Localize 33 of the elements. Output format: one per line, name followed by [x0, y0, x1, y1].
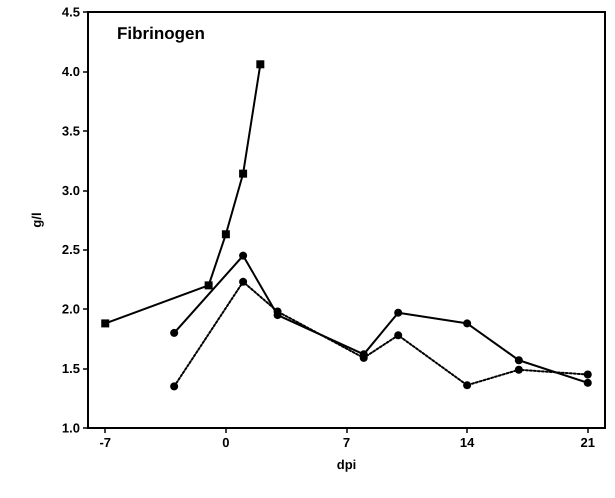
- point: [584, 378, 592, 387]
- y-tick-label: 1.5: [62, 361, 80, 376]
- y-tick-label: 3.5: [62, 123, 80, 138]
- point: [170, 382, 178, 390]
- y-tick-label: 1.0: [62, 420, 80, 436]
- point: [463, 381, 472, 390]
- point: [239, 170, 248, 178]
- point: [101, 319, 110, 328]
- x-tick-label: 14: [460, 435, 476, 450]
- text: Fibrinogen: [117, 24, 205, 43]
- y-tick-label: 4.0: [62, 64, 80, 79]
- point: [514, 356, 523, 364]
- x-tick-label: 7: [342, 435, 350, 450]
- point: [204, 281, 213, 290]
- y-tick-label: 4.5: [62, 4, 80, 20]
- point: [514, 366, 523, 374]
- point: [463, 319, 472, 328]
- y-tick-label: 3.0: [62, 182, 80, 198]
- y-tick-label: 2.5: [62, 242, 80, 258]
- point: [256, 60, 264, 68]
- x-tick-label: -7: [99, 435, 112, 450]
- y-tick-label: 2.0: [62, 302, 80, 317]
- point: [394, 308, 402, 317]
- point: [394, 331, 402, 340]
- point: [239, 252, 248, 260]
- x-tick-label: 0: [222, 435, 230, 450]
- y-axis-title: g/l: [29, 212, 44, 228]
- point: [170, 328, 178, 337]
- point: [584, 370, 592, 379]
- x-axis-title: dpi: [336, 457, 356, 472]
- point: [239, 278, 248, 286]
- point: [222, 230, 230, 238]
- x-tick-label: 21: [580, 435, 595, 450]
